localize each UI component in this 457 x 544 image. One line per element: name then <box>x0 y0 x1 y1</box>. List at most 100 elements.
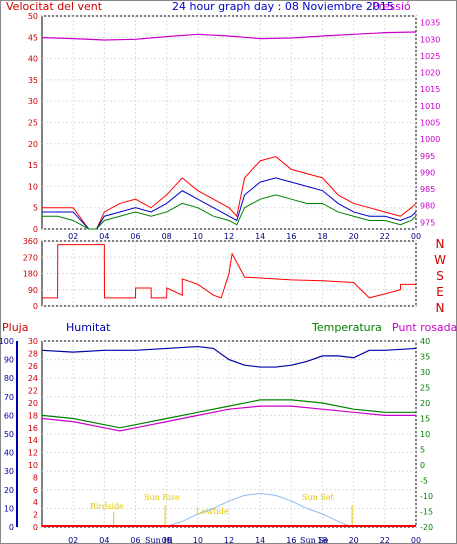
rain-y-tick: 6 <box>33 486 38 495</box>
rain-y-tick: 10 <box>28 461 38 470</box>
direction-y-tick: 180 <box>23 270 38 279</box>
humidity-series <box>41 345 417 368</box>
wind-y-tick: 0 <box>33 225 38 234</box>
temperature-y-tick: 15 <box>420 415 430 424</box>
humidity-y-tick: 60 <box>4 411 14 420</box>
pressure-y-tick: 1015 <box>420 85 440 94</box>
x-tick-label: 20 <box>349 536 359 544</box>
x-tick-label: 00 <box>411 232 421 241</box>
direction-panel-series <box>42 244 416 299</box>
direction-y-tick: 270 <box>23 253 38 262</box>
humidity-y-tick: 40 <box>4 449 14 458</box>
rain-y-tick: 30 <box>28 337 38 346</box>
humidity-y-tick: 80 <box>4 374 14 383</box>
annotation-sunrise: Sun Rise <box>144 493 180 502</box>
x-tick-label: 06 <box>130 232 140 241</box>
direction-series <box>42 244 416 299</box>
temperature-y-tick: 0 <box>420 461 425 470</box>
temperature-y-tick: 10 <box>420 430 430 439</box>
x-tick-label: 06 <box>130 536 140 544</box>
pressure-y-tick: 1035 <box>420 19 440 28</box>
pressure-y-tick: 990 <box>420 168 435 177</box>
x-tick-label: 14 <box>255 536 265 544</box>
x-tick-label: 22 <box>380 536 390 544</box>
humidity-y-tick: 0 <box>9 523 14 532</box>
humidity-panel-ticks: 0102030405060708090100024681012141618202… <box>0 337 433 544</box>
pressure-y-tick: 1005 <box>420 119 440 128</box>
rain-y-tick: 20 <box>28 399 38 408</box>
right-axis-title-pressure: Pressió <box>372 0 411 13</box>
compass-label: N <box>436 301 445 315</box>
rain-y-tick: 14 <box>28 436 38 445</box>
x-tick-label: 18 <box>317 536 327 544</box>
temperature-y-tick: -10 <box>420 492 433 501</box>
pressure-y-tick: 975 <box>420 218 435 227</box>
wind-series <box>42 194 417 230</box>
annotation-birdside: Birdside <box>90 502 124 511</box>
temperature-y-tick: -20 <box>420 523 433 532</box>
x-tick-label: 00 <box>411 536 421 544</box>
x-tick-label: 20 <box>349 232 359 241</box>
temperature-axis-title: Temperatura <box>311 321 382 334</box>
compass-label: E <box>436 285 444 299</box>
annotation-lowtide: Lowtide <box>196 507 229 516</box>
pressure-y-tick: 1030 <box>420 35 440 44</box>
wind-panel-ticks: 0510152025303540455097598098599099510001… <box>28 12 441 241</box>
wind-y-tick: 5 <box>33 204 38 213</box>
rain-axis-title: Pluja <box>2 321 28 334</box>
pressure-y-tick: 1020 <box>420 69 440 78</box>
compass-label: N <box>436 237 445 251</box>
temperature-y-tick: -5 <box>420 477 428 486</box>
humidity-y-tick: 90 <box>4 356 14 365</box>
rain-y-tick: 8 <box>33 473 38 482</box>
compass-label: W <box>434 253 446 267</box>
rain-y-tick: 2 <box>33 511 38 520</box>
x-tick-label: 02 <box>68 232 78 241</box>
wind-y-tick: 20 <box>28 140 38 149</box>
x-tick-label: 10 <box>193 536 203 544</box>
rain-y-tick: 24 <box>28 374 38 383</box>
pressure-y-tick: 995 <box>420 152 435 161</box>
annotation-sun-right: Sun Se <box>300 536 329 544</box>
compass-label: S <box>436 269 444 283</box>
wind-panel-series <box>41 31 417 230</box>
x-tick-label: 14 <box>255 232 265 241</box>
temperature-y-tick: 5 <box>420 446 425 455</box>
rain-y-tick: 22 <box>28 387 38 396</box>
wind-y-tick: 10 <box>28 182 38 191</box>
temperature-series <box>41 399 416 429</box>
humidity-y-tick: 100 <box>0 337 14 346</box>
dewpoint-axis-title: Punt rosada <box>392 321 457 334</box>
direction-y-tick: 90 <box>28 286 38 295</box>
direction-y-tick: 0 <box>33 302 38 311</box>
humidity-panel-grid <box>42 340 417 528</box>
x-tick-label: 16 <box>286 536 296 544</box>
rain-y-tick: 28 <box>28 349 38 358</box>
rain-y-tick: 4 <box>33 498 38 507</box>
x-tick-label: 04 <box>99 232 109 241</box>
x-tick-label: 10 <box>193 232 203 241</box>
chart-title: 24 hour graph day : 08 Noviembre 2015 <box>172 0 394 13</box>
pressure-y-tick: 985 <box>420 185 435 194</box>
solar-series <box>164 493 353 528</box>
humidity-y-tick: 30 <box>4 467 14 476</box>
annotation-sunset: Sun Set <box>302 493 335 502</box>
temperature-y-tick: 40 <box>420 337 430 346</box>
x-tick-label: 16 <box>286 232 296 241</box>
rain-y-tick: 18 <box>28 411 38 420</box>
pressure-y-tick: 1000 <box>420 135 440 144</box>
humidity-panel-series <box>41 345 417 528</box>
x-tick-label: 22 <box>380 232 390 241</box>
pressure-y-tick: 980 <box>420 202 435 211</box>
humidity-y-tick: 50 <box>4 430 14 439</box>
x-tick-label: 08 <box>162 232 172 241</box>
avg-series <box>42 177 417 230</box>
annotation-sun-left: Sun Hi <box>145 536 173 544</box>
wind-y-tick: 15 <box>28 161 38 170</box>
humidity-y-tick: 20 <box>4 486 14 495</box>
wind-panel-grid <box>42 15 417 230</box>
humidity-y-tick: 10 <box>4 504 14 513</box>
rain-y-tick: 12 <box>28 449 38 458</box>
